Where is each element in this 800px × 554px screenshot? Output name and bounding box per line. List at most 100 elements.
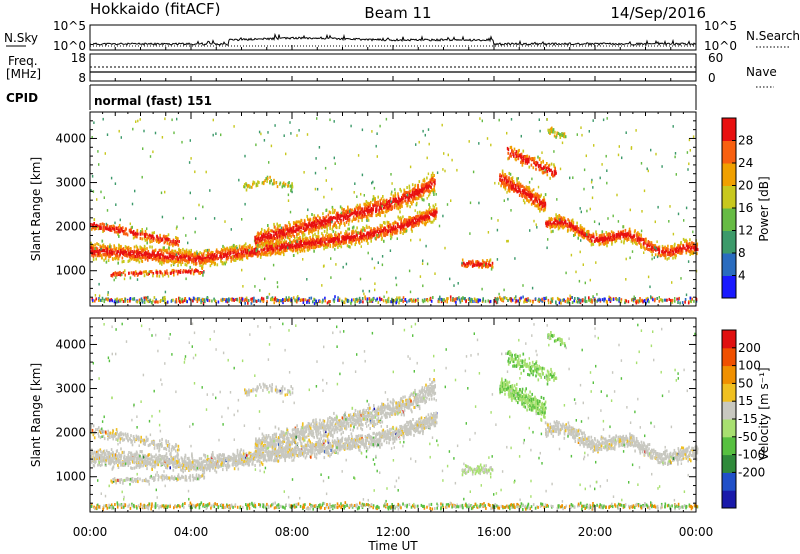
power-cell xyxy=(307,217,309,221)
power-cell xyxy=(394,191,396,195)
power-cell xyxy=(210,250,213,254)
power-cell xyxy=(531,189,533,193)
power-cell xyxy=(312,221,314,225)
power-cell xyxy=(384,204,386,208)
power-cell xyxy=(173,273,175,277)
power-cell xyxy=(155,258,157,262)
power-cell xyxy=(101,239,104,243)
power-cell xyxy=(155,300,158,304)
power-cell xyxy=(185,251,188,255)
power-cell xyxy=(212,251,214,254)
power-cell xyxy=(146,233,148,237)
power-cell xyxy=(308,246,311,250)
power-cell xyxy=(237,248,240,252)
power-cell xyxy=(261,246,263,250)
power-cell xyxy=(137,250,139,254)
power-cell xyxy=(519,183,521,187)
power-cell xyxy=(361,231,363,235)
power-cell xyxy=(324,221,326,225)
power-cell xyxy=(307,245,310,248)
power-cell xyxy=(178,270,180,274)
power-cell xyxy=(353,211,356,215)
power-cell xyxy=(103,300,106,304)
power-cell xyxy=(302,222,304,226)
power-cell xyxy=(356,297,358,301)
power-cell xyxy=(344,213,346,217)
power-cell xyxy=(407,196,409,200)
power-cell xyxy=(303,246,306,250)
power-cell xyxy=(203,299,206,303)
power-cell xyxy=(121,256,124,260)
power-cell xyxy=(117,257,120,261)
power-cell xyxy=(314,220,316,224)
power-cell xyxy=(342,218,345,222)
power-cell xyxy=(625,232,627,236)
power-cell xyxy=(572,229,575,233)
power-cell xyxy=(136,273,139,277)
power-cell xyxy=(282,298,284,301)
power-cell xyxy=(347,209,350,213)
power-cell xyxy=(287,184,290,188)
power-cell xyxy=(285,241,288,245)
power-cell xyxy=(402,221,404,225)
power-cell xyxy=(156,234,158,238)
power-cell xyxy=(141,299,143,303)
power-cell xyxy=(540,298,542,302)
power-cell xyxy=(117,271,119,275)
power-cell xyxy=(360,237,363,241)
power-cell xyxy=(501,178,503,182)
power-cell xyxy=(286,249,288,252)
power-cell xyxy=(342,215,345,219)
power-cell xyxy=(354,300,356,304)
power-cell xyxy=(352,236,355,240)
power-cell xyxy=(433,187,435,191)
power-cell xyxy=(384,233,386,237)
power-cell xyxy=(267,224,269,227)
power-cell xyxy=(693,245,696,249)
power-cell xyxy=(228,253,231,257)
power-cell xyxy=(528,187,531,191)
power-cell xyxy=(578,230,580,234)
power-cell xyxy=(268,244,270,248)
power-cell xyxy=(255,236,258,240)
power-cell xyxy=(402,296,405,300)
power-cell xyxy=(202,262,204,266)
power-cell xyxy=(643,241,645,245)
power-cell xyxy=(153,231,155,235)
power-cell xyxy=(288,221,290,224)
power-cell xyxy=(427,214,429,218)
power-cell xyxy=(402,232,404,235)
power-cell xyxy=(179,269,182,272)
power-cell xyxy=(103,253,106,257)
power-cell xyxy=(382,299,385,303)
power-cell xyxy=(324,299,326,303)
power-cell xyxy=(228,251,230,255)
power-cell xyxy=(137,232,139,236)
power-cell xyxy=(352,239,354,243)
power-cell xyxy=(208,256,211,260)
power-cell xyxy=(390,192,393,196)
power-cell xyxy=(134,231,137,235)
power-cell xyxy=(372,195,375,199)
power-cell xyxy=(224,262,226,266)
power-cell xyxy=(563,217,565,221)
power-cell xyxy=(229,256,232,259)
power-cell xyxy=(430,178,432,182)
power-cell xyxy=(220,252,222,256)
power-cell xyxy=(321,242,324,246)
power-cell xyxy=(320,237,322,241)
power-cell xyxy=(659,298,662,302)
power-cell xyxy=(611,242,613,246)
power-cell xyxy=(411,216,414,220)
power-cell xyxy=(129,276,132,280)
power-cell xyxy=(282,232,285,236)
power-cell xyxy=(391,204,393,208)
power-cell xyxy=(520,296,522,300)
power-cell xyxy=(291,185,294,189)
power-cell xyxy=(371,211,374,215)
power-cell xyxy=(330,217,333,221)
power-cell xyxy=(333,222,336,226)
power-cell xyxy=(125,227,127,231)
power-cell xyxy=(327,219,329,223)
power-cell xyxy=(100,222,102,226)
